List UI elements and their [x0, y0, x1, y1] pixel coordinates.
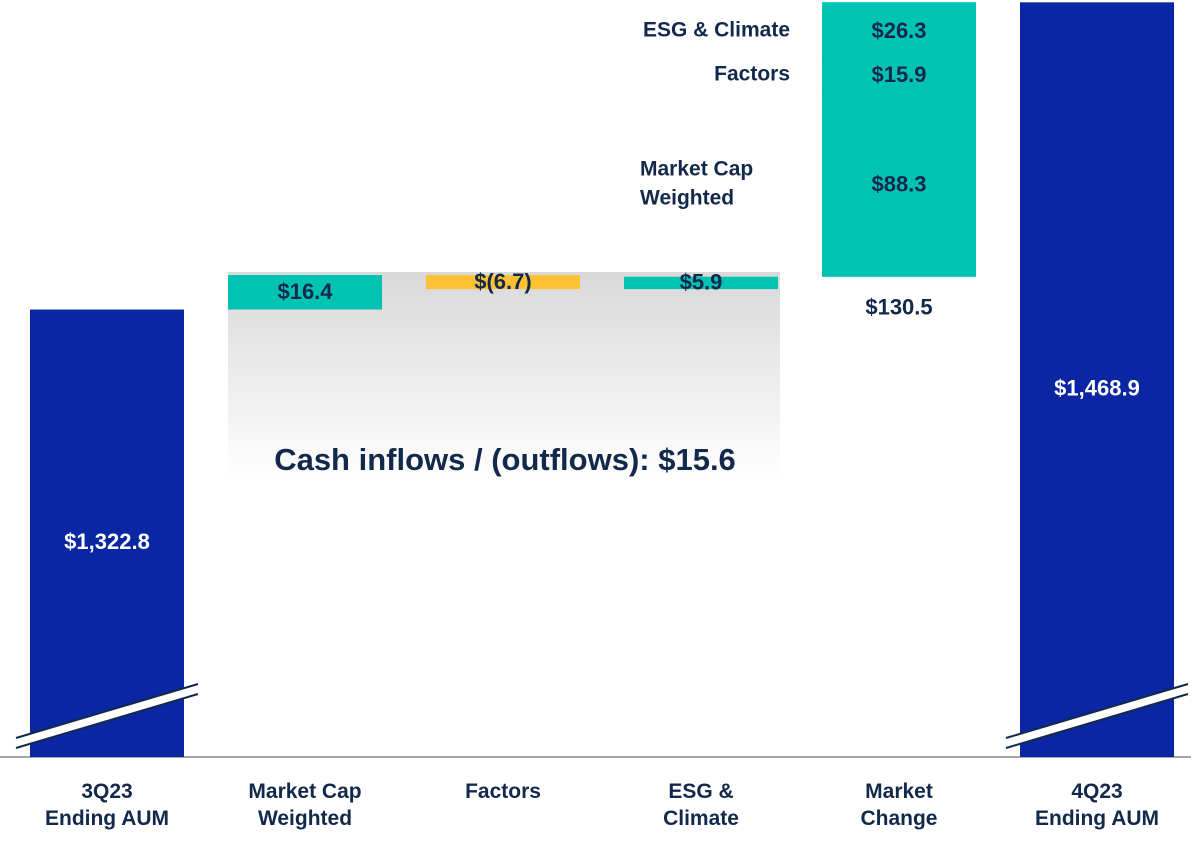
total-bar [30, 309, 184, 757]
x-tick-label: Market Cap Weighted [248, 780, 362, 831]
value-label: $130.5 [865, 295, 932, 320]
change-bar [228, 275, 382, 310]
value-label: $16.4 [277, 279, 333, 304]
value-label: $1,468.9 [1054, 375, 1140, 400]
total-bar [1020, 2, 1174, 758]
segment-value-label: $88.3 [871, 172, 926, 197]
value-label: $5.9 [680, 270, 723, 295]
value-label: $(6.7) [474, 269, 531, 294]
x-tick-label: ESG & Climate [663, 780, 739, 831]
segment-name: Factors [714, 62, 790, 86]
x-tick-label: Market Change [860, 780, 938, 831]
axis-break [1006, 684, 1188, 748]
x-tick-label: 4Q23 Ending AUM [1034, 780, 1160, 831]
x-tick-label: Factors [465, 780, 541, 803]
segment-name: ESG & Climate [642, 18, 790, 42]
axis-break-line [15, 683, 199, 739]
value-label: $1,322.8 [64, 529, 150, 554]
axis-break [16, 684, 198, 748]
change-bar [624, 276, 778, 290]
segment-value-label: $26.3 [871, 18, 926, 43]
annotation: Cash inflows / (outflows): $15.6 [274, 442, 736, 477]
x-tick-label: 3Q23 Ending AUM [44, 780, 170, 831]
axis-break-line [15, 693, 199, 749]
change-bar [426, 275, 580, 290]
segment-value-label: $15.9 [871, 62, 926, 87]
breakdown-segment [822, 57, 976, 92]
breakdown-segment [822, 91, 976, 277]
segment-name: Market Cap Weighted [640, 157, 754, 210]
axis-break-line [1005, 693, 1189, 749]
breakdown-segment [822, 2, 976, 58]
axis-break-line [1005, 683, 1189, 739]
